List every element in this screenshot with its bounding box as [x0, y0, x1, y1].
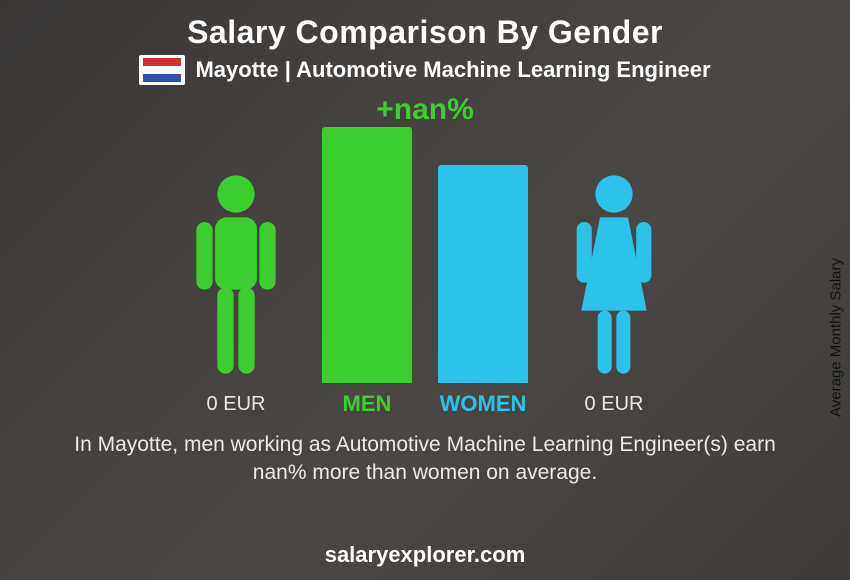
labels-row: 0 EUR MEN WOMEN 0 EUR [176, 391, 674, 417]
bars-row [176, 127, 674, 383]
page-title: Salary Comparison By Gender [0, 14, 850, 51]
footer-link[interactable]: salaryexplorer.com [0, 542, 850, 568]
location-text: Mayotte [195, 57, 278, 82]
separator: | [285, 57, 291, 82]
caption: In Mayotte, men working as Automotive Ma… [0, 423, 850, 488]
men-value: 0 EUR [176, 393, 296, 416]
women-value: 0 EUR [554, 393, 674, 416]
men-label: MEN [322, 391, 412, 417]
bar-men [322, 127, 412, 383]
female-icon [554, 173, 674, 383]
header: Salary Comparison By Gender Mayotte | Au… [0, 0, 850, 85]
y-axis-label: Average Monthly Salary [828, 258, 845, 417]
male-icon [176, 173, 296, 383]
difference-label: +nan% [376, 93, 474, 127]
women-label: WOMEN [438, 391, 528, 417]
flag-icon [139, 55, 185, 85]
subtitle: Mayotte | Automotive Machine Learning En… [195, 57, 710, 83]
bar-women [438, 165, 528, 383]
chart: +nan% 0 EUR MEN [0, 93, 850, 423]
subtitle-row: Mayotte | Automotive Machine Learning En… [0, 55, 850, 85]
role-text: Automotive Machine Learning Engineer [296, 57, 710, 82]
